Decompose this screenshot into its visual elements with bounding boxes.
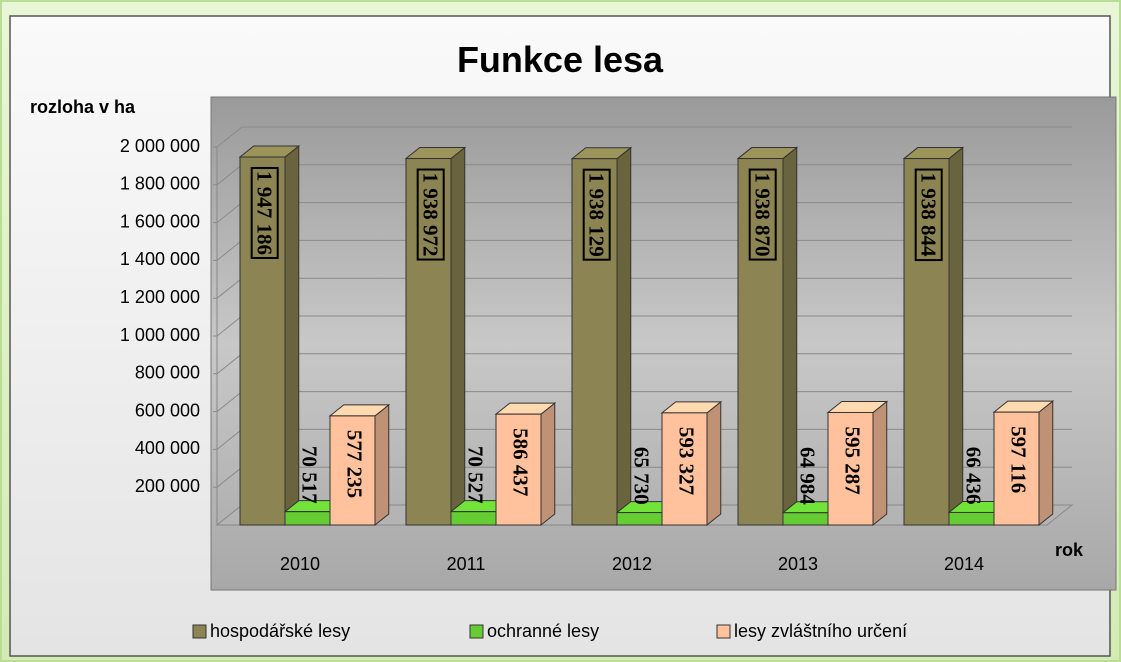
bar-front (827, 411, 874, 526)
bar (826, 400, 889, 527)
y-axis-label: rozloha v ha (30, 97, 136, 117)
x-tick-label: 2012 (612, 554, 652, 574)
bar-side (540, 402, 556, 527)
data-label-box (416, 168, 445, 261)
y-tick-label: 1 800 000 (120, 174, 200, 194)
x-tick-label: 2014 (944, 554, 984, 574)
x-axis-label: rok (1055, 540, 1084, 560)
grid-line (213, 277, 1072, 299)
bar-side (948, 146, 964, 527)
data-label: 66 436 (962, 447, 986, 505)
y-tick-label: 1 400 000 (120, 249, 200, 269)
bar-front (284, 511, 331, 526)
grid-line (213, 126, 1072, 148)
data-label: 70 527 (464, 446, 488, 504)
x-tick-label: 2013 (778, 554, 818, 574)
y-tick-label: 1 600 000 (120, 211, 200, 231)
grid-line (213, 428, 1072, 450)
bar-side (706, 400, 722, 527)
data-label: 577 235 (343, 430, 367, 498)
bar (328, 403, 391, 527)
data-label: 595 287 (841, 426, 865, 494)
grid-line (213, 391, 1072, 413)
bar-side (374, 403, 390, 527)
data-label-box (582, 168, 611, 261)
bar (992, 400, 1055, 527)
data-label: 597 116 (1007, 426, 1031, 493)
bar (660, 400, 723, 527)
data-label: 586 437 (509, 428, 533, 496)
data-label: 1 938 972 (419, 173, 443, 257)
y-tick-label: 1 000 000 (120, 325, 200, 345)
chart-title: Funkce lesa (457, 39, 664, 80)
bar-side (872, 400, 888, 527)
legend-label: lesy zvláštního určení (734, 621, 907, 641)
bar-front (993, 411, 1040, 526)
data-label: 1 947 186 (253, 171, 277, 255)
data-label: 1 938 129 (585, 173, 609, 257)
bar-side (782, 146, 798, 527)
legend-swatch (716, 624, 731, 639)
bar-front (616, 512, 663, 526)
y-tick-label: 200 000 (135, 476, 200, 496)
bar-side (284, 144, 300, 527)
data-label-box (748, 168, 777, 261)
bar-front (661, 412, 708, 526)
bar-side (1038, 400, 1054, 527)
data-label: 1 938 870 (751, 173, 775, 257)
bar-side (450, 146, 466, 527)
legend-swatch (192, 624, 207, 639)
grid-line (213, 315, 1072, 337)
data-label-box (914, 168, 943, 262)
grid-line (213, 239, 1072, 261)
bar-front (948, 511, 995, 526)
x-tick-label: 2011 (447, 554, 486, 574)
data-label-box (250, 166, 279, 259)
bar-front (450, 511, 497, 526)
y-tick-label: 400 000 (135, 438, 200, 458)
grid-line (213, 164, 1072, 186)
y-tick-label: 2 000 000 (120, 136, 200, 156)
legend-swatch (469, 624, 484, 639)
bar (494, 402, 557, 527)
grid-line (213, 353, 1072, 375)
x-tick-label: 2010 (280, 554, 320, 574)
data-label: 64 984 (796, 447, 820, 505)
data-label: 70 517 (298, 446, 322, 504)
data-label: 593 327 (675, 427, 699, 495)
bar-front (329, 415, 376, 526)
y-tick-label: 800 000 (135, 363, 200, 383)
legend-label: ochranné lesy (487, 621, 599, 641)
legend-label: hospodářské lesy (210, 621, 350, 641)
y-tick-label: 1 200 000 (120, 287, 200, 307)
y-tick-label: 600 000 (135, 400, 200, 420)
bar-side (616, 146, 632, 527)
data-label: 65 730 (630, 447, 654, 505)
grid-line (213, 202, 1072, 224)
data-label: 1 938 844 (917, 173, 941, 257)
grid-line (213, 466, 1072, 488)
bar-front (495, 413, 542, 526)
bar-front (782, 512, 829, 526)
